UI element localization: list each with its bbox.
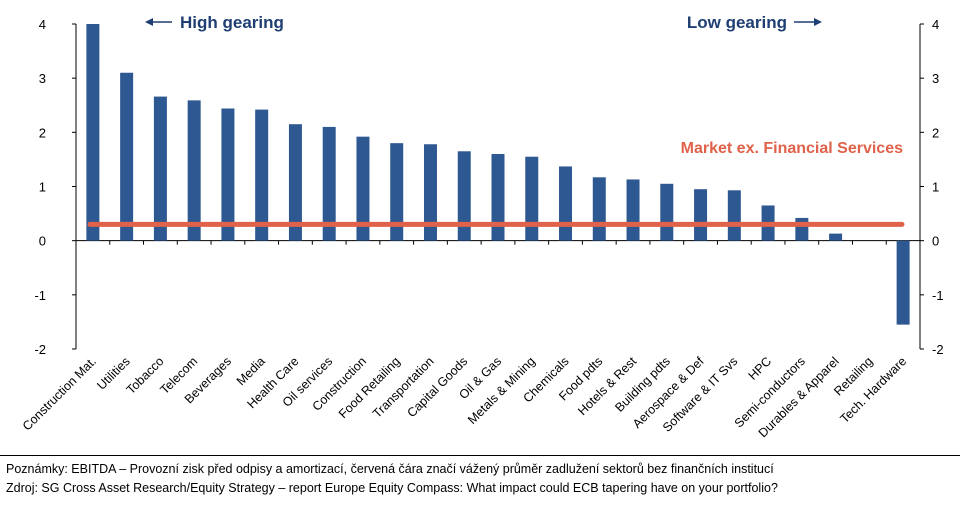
high-gearing-arrow-icon [145, 18, 153, 26]
y-tick-label-left: 2 [39, 125, 46, 140]
notes-panel: Poznámky: EBITDA – Provozní zisk před od… [0, 455, 960, 505]
bar [457, 151, 471, 241]
bar [829, 233, 843, 241]
bar [288, 124, 302, 241]
bar [592, 177, 606, 241]
y-tick-label-left: 0 [39, 234, 46, 249]
category-label: Construction Mat. [20, 354, 99, 433]
market-line-label: Market ex. Financial Services [681, 140, 903, 157]
bar [187, 100, 201, 241]
y-tick-label-left: 4 [39, 17, 46, 32]
y-tick-label-left: 1 [39, 180, 46, 195]
bar [153, 96, 167, 241]
bar [491, 154, 505, 241]
note-text: Poznámky: EBITDA – Provozní zisk před od… [6, 462, 774, 476]
bar [255, 109, 269, 241]
bar [660, 183, 674, 241]
y-tick-label-right: -1 [932, 288, 944, 303]
chart-area: -2 -2 -1 -1 0 0 1 1 2 2 3 3 4 4 Construction Mat. Utili… [20, 13, 944, 440]
y-tick-label-right: 3 [932, 71, 939, 86]
bar [626, 179, 640, 241]
bar [221, 108, 235, 241]
y-tick-label-left: -1 [34, 288, 46, 303]
source-text: Zdroj: SG Cross Asset Research/Equity St… [6, 481, 778, 495]
bar [390, 143, 404, 241]
y-tick-label-left: 3 [39, 71, 46, 86]
y-tick-label-right: 1 [932, 180, 939, 195]
low-gearing-arrow-icon [814, 18, 822, 26]
high-gearing-label: High gearing [180, 13, 284, 32]
low-gearing-label: Low gearing [687, 13, 787, 32]
bar [423, 144, 437, 241]
y-tick-label-left: -2 [34, 342, 46, 357]
bar [86, 24, 100, 241]
bar [120, 72, 134, 241]
bar [694, 189, 708, 241]
y-tick-label-right: -2 [932, 342, 944, 357]
y-tick-label-right: 4 [932, 17, 939, 32]
y-tick-label-right: 0 [932, 234, 939, 249]
bar [322, 126, 336, 241]
bar [356, 136, 370, 241]
bar [727, 190, 741, 241]
bar [896, 240, 910, 325]
bar [525, 156, 539, 241]
bar [559, 166, 573, 241]
y-tick-label-right: 2 [932, 125, 939, 140]
category-label: HPC [746, 354, 775, 383]
bar [795, 217, 809, 241]
